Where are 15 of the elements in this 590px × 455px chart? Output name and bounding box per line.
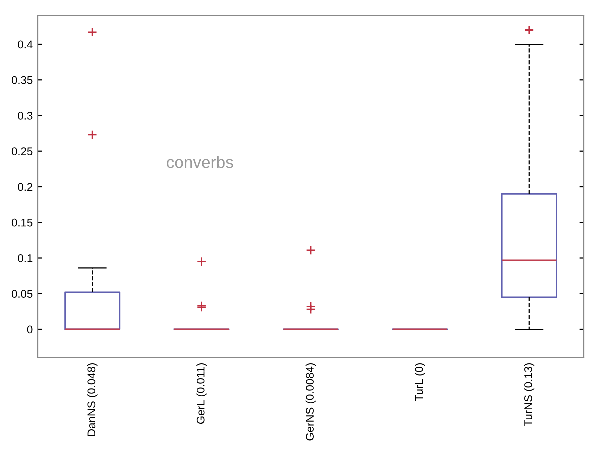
- y-tick-label: 0.1: [18, 254, 33, 262]
- x-tick-label: GerL (0.011): [196, 364, 207, 424]
- y-tick-label: 0.4: [18, 40, 33, 49]
- y-tick-label: 0.35: [12, 76, 33, 84]
- y-tick-label: 0.25: [12, 148, 33, 156]
- annotation: converbs: [167, 156, 234, 168]
- x-tick-label: GerNS (0.0084): [306, 364, 316, 441]
- y-tick-label: 0.15: [12, 218, 33, 227]
- y-tick-label: 0.2: [18, 183, 33, 192]
- y-tick-label: 0: [27, 326, 33, 334]
- y-tick-label: 0.05: [12, 290, 33, 298]
- x-tick-label: TurNS (0.13): [524, 364, 535, 426]
- y-tick-label: 0.3: [18, 112, 33, 120]
- x-tick-label: DanNS (0.048): [87, 364, 98, 436]
- x-tick-label: TurL (0): [415, 364, 426, 402]
